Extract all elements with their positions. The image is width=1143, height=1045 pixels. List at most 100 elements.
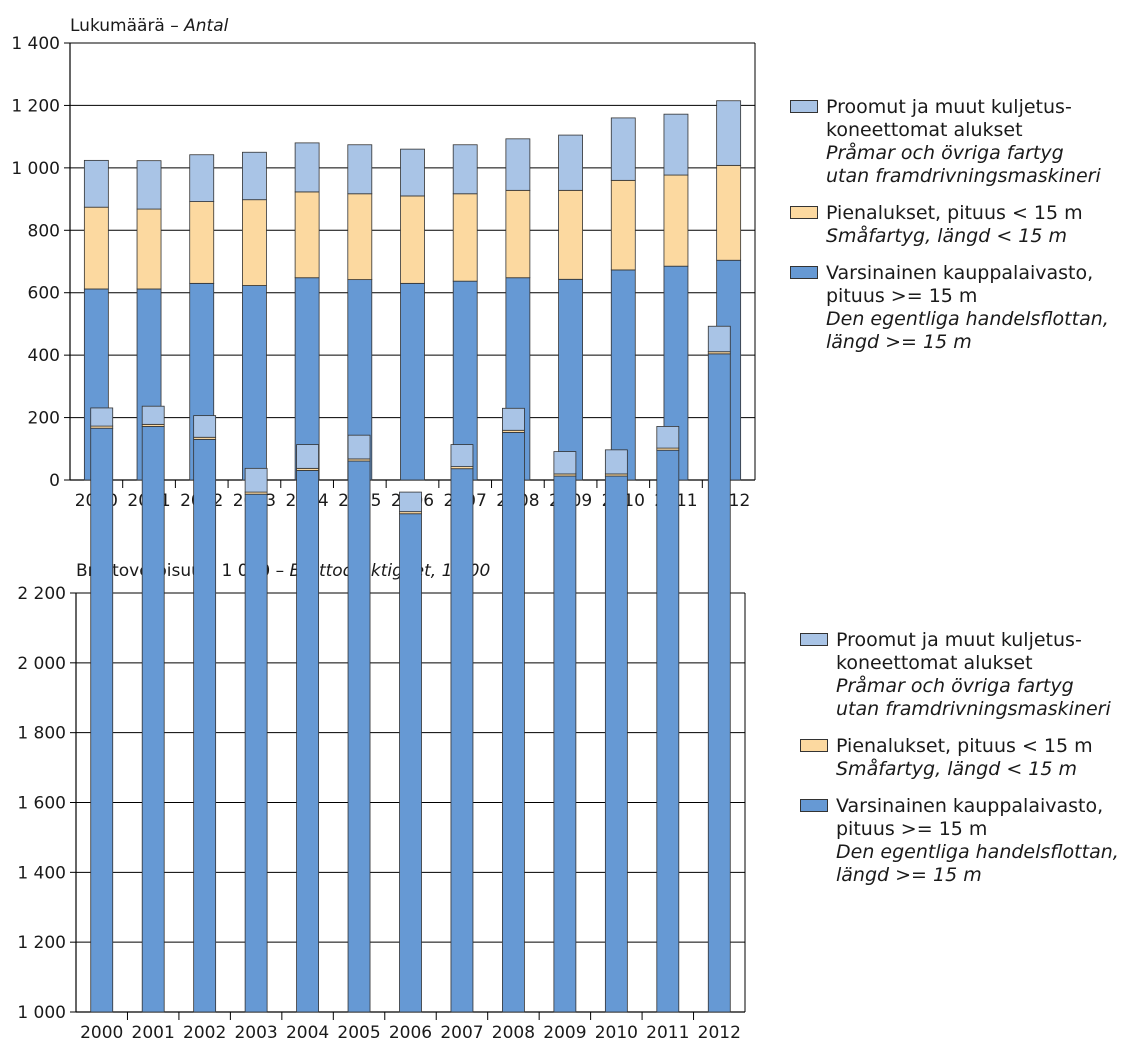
- legend-swatch-small: [800, 739, 828, 752]
- tonnage-bar-large-2007: [450, 468, 474, 1013]
- legend-swatch-barges: [800, 633, 828, 646]
- tonnage-bar-barges-2002: [193, 415, 217, 438]
- tonnage-y-tick-label: 2 000: [17, 654, 66, 674]
- count-bar-barges-2010: [610, 117, 636, 181]
- tonnage-y-tick-label: 1 800: [17, 724, 66, 744]
- tonnage-bar-barges-2011: [656, 426, 680, 449]
- legend-label-sv: utan framdrivningsmaskineri: [836, 698, 1111, 720]
- tonnage-x-tick-label: 2006: [389, 1023, 432, 1043]
- tonnage-bar-large-2009: [553, 475, 577, 1013]
- count-bar-large-2010: [610, 269, 636, 481]
- count-y-tick-label: 1 200: [11, 96, 60, 116]
- count-chart: Lukumäärä – Antal 0 200 400 600 800 1 000 1 200…: [11, 16, 756, 511]
- legend-item-barges: Proomut ja muut kuljetus-koneettomat alu…: [800, 629, 1140, 721]
- tonnage-x-tick-label: 2008: [492, 1023, 535, 1043]
- count-bar-small-2009: [558, 189, 583, 280]
- tonnage-x-tick-label: 2010: [595, 1023, 638, 1043]
- legend-item-barges: Proomut ja muut kuljetus-koneettomat alu…: [790, 96, 1140, 188]
- legend-item-large: Varsinainen kauppalaivasto, pituus >= 15 …: [790, 262, 1140, 354]
- tonnage-bar-large-2000: [90, 427, 114, 1013]
- count-y-tick-label: 800: [28, 221, 60, 241]
- count-bar-small-2007: [452, 193, 478, 282]
- count-y-tick-label: 0: [49, 471, 60, 491]
- tonnage-bar-large-2005: [347, 460, 371, 1013]
- tonnage-bar-barges-2012: [707, 325, 731, 353]
- tonnage-bar-large-2012: [707, 353, 731, 1013]
- count-bar-barges-2005: [347, 144, 373, 195]
- tonnage-x-tick-label: 2001: [132, 1023, 175, 1043]
- tonnage-y-tick-label: 2 200: [17, 584, 66, 604]
- count-y-tick-label: 600: [28, 284, 60, 304]
- count-bar-small-2005: [347, 193, 373, 281]
- count-legend: Proomut ja muut kuljetus-koneettomat alu…: [790, 96, 1140, 368]
- count-y-tick-label: 1 000: [11, 159, 60, 179]
- legend-label-fi: Varsinainen kauppalaivasto,: [826, 262, 1094, 284]
- count-y-tick-label: 200: [28, 409, 60, 429]
- legend-swatch-large: [800, 799, 828, 812]
- tonnage-x-tick-label: 2002: [183, 1023, 226, 1043]
- count-bar-small-2002: [189, 201, 215, 284]
- tonnage-x-tick-label: 2012: [698, 1023, 741, 1043]
- legend-label-sv: Den egentliga handelsflottan,: [836, 841, 1119, 863]
- count-bar-small-2006: [400, 195, 425, 284]
- tonnage-bar-large-2003: [244, 493, 268, 1013]
- count-bar-barges-2004: [294, 142, 320, 193]
- count-chart-title: Lukumäärä – Antal: [70, 16, 229, 36]
- tonnage-x-tick-label: 2007: [440, 1023, 483, 1043]
- count-bar-large-2006: [400, 282, 425, 481]
- count-bar-barges-2007: [452, 144, 478, 195]
- legend-label-fi: Varsinainen kauppalaivasto,: [836, 795, 1104, 817]
- legend-label-sv: Småfartyg, längd < 15 m: [836, 758, 1077, 780]
- count-bar-barges-2009: [558, 134, 583, 191]
- tonnage-bar-barges-2006: [399, 491, 422, 513]
- tonnage-x-tick-label: 2011: [646, 1023, 689, 1043]
- tonnage-x-tick-label: 2009: [543, 1023, 586, 1043]
- count-bar-barges-2002: [189, 154, 215, 202]
- tonnage-x-tick-label: 2000: [80, 1023, 123, 1043]
- tonnage-y-tick-label: 1 400: [17, 863, 66, 883]
- count-bar-small-2008: [505, 189, 531, 279]
- legend-label-sv: utan framdrivningsmaskineri: [826, 165, 1101, 187]
- count-bar-barges-2011: [663, 113, 689, 176]
- tonnage-bar-barges-2007: [450, 444, 474, 468]
- count-bar-barges-2003: [242, 151, 267, 201]
- count-bar-barges-2001: [136, 160, 162, 210]
- tonnage-bar-barges-2000: [90, 407, 114, 427]
- tonnage-bar-barges-2005: [347, 434, 371, 460]
- tonnage-y-tick-label: 1 600: [17, 794, 66, 814]
- tonnage-bar-barges-2009: [553, 451, 577, 475]
- count-bar-barges-2000: [83, 159, 109, 208]
- legend-label-sv: längd >= 15 m: [836, 864, 982, 886]
- legend-swatch-small: [790, 206, 818, 219]
- tonnage-bar-large-2010: [604, 475, 628, 1013]
- legend-label-sv: Pråmar och övriga fartyg: [836, 675, 1074, 697]
- count-y-tick-label: 1 400: [11, 34, 60, 54]
- legend-label-fi: Pienalukset, pituus < 15 m: [836, 735, 1093, 757]
- legend-label-fi: Pienalukset, pituus < 15 m: [826, 202, 1083, 224]
- tonnage-bar-barges-2008: [502, 407, 525, 431]
- tonnage-bar-barges-2003: [244, 467, 268, 493]
- tonnage-bar-large-2002: [193, 438, 217, 1013]
- tonnage-chart-title: Bruttovetoisuus, 1 000 – Bruttodräktighe…: [76, 561, 490, 581]
- legend-label-fi: koneettomat alukset: [826, 119, 1023, 141]
- count-bar-small-2011: [663, 174, 689, 267]
- tonnage-bar-large-2001: [141, 426, 165, 1013]
- legend-label-fi: pituus >= 15 m: [826, 285, 978, 307]
- legend-label-sv: längd >= 15 m: [826, 331, 972, 353]
- legend-item-small: Pienalukset, pituus < 15 m Småfartyg, län…: [790, 202, 1140, 248]
- legend-label-fi: Proomut ja muut kuljetus-: [826, 96, 1072, 118]
- legend-label-sv: Småfartyg, längd < 15 m: [826, 225, 1067, 247]
- legend-swatch-large: [790, 266, 818, 279]
- tonnage-bar-large-2011: [656, 449, 680, 1013]
- legend-item-large: Varsinainen kauppalaivasto, pituus >= 15 …: [800, 795, 1140, 887]
- tonnage-x-tick-label: 2005: [337, 1023, 380, 1043]
- tonnage-y-tick-label: 1 200: [17, 933, 66, 953]
- count-bar-small-2000: [83, 206, 109, 290]
- tonnage-bar-large-2004: [296, 470, 319, 1013]
- legend-label-fi: pituus >= 15 m: [836, 818, 988, 840]
- tonnage-bar-barges-2010: [604, 449, 628, 475]
- tonnage-y-tick-label: 1 000: [17, 1003, 66, 1023]
- tonnage-bar-barges-2001: [141, 405, 165, 425]
